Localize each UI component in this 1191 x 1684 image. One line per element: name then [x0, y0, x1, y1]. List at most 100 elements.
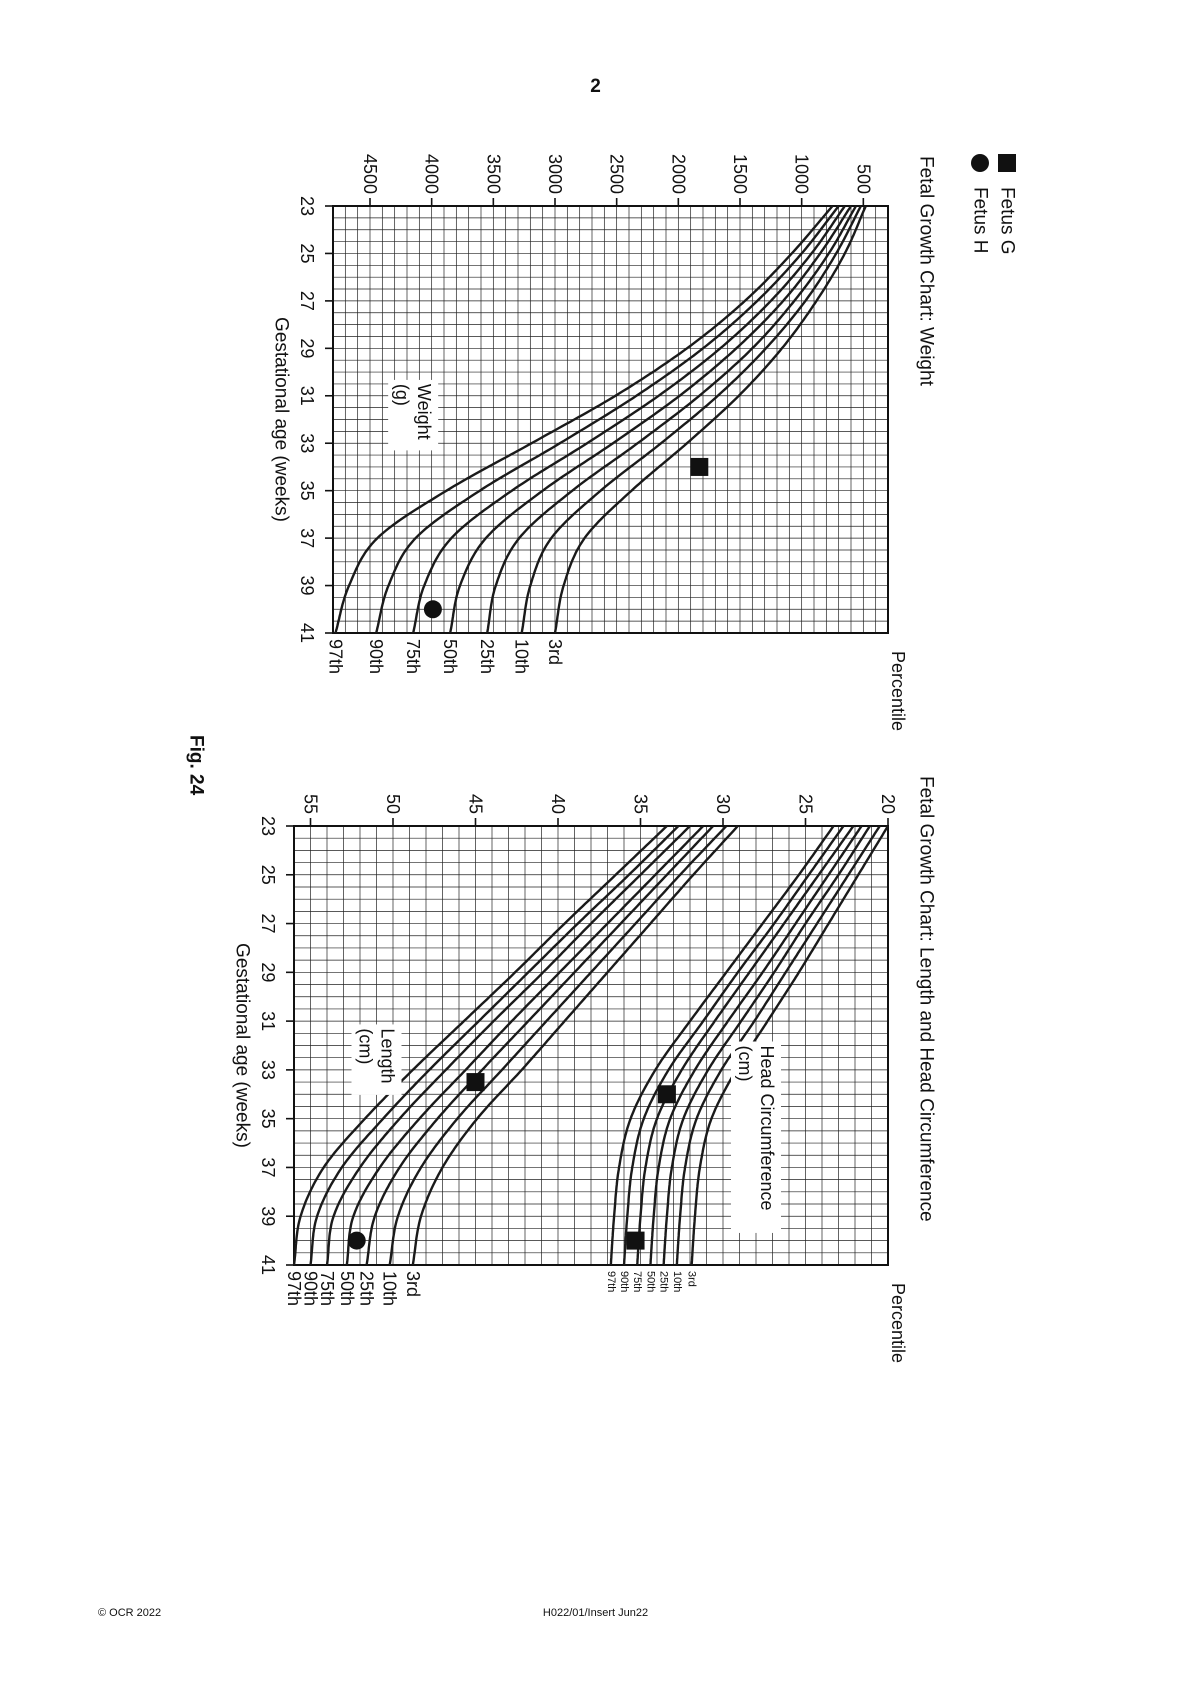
- y-tick-label-55: 55: [301, 794, 321, 814]
- weight-percentile-label-90th: 90th: [366, 639, 386, 674]
- length-curve-25th: [365, 825, 714, 1266]
- x-tick-label-39: 39: [258, 1206, 278, 1226]
- y-tick-label-3000: 3000: [545, 154, 565, 194]
- weight-axis-label-box: [388, 379, 439, 451]
- x-tick-label-33: 33: [297, 433, 317, 453]
- legend-label-fetus-h: Fetus H: [970, 187, 991, 254]
- length-label-line-1: Length: [378, 1028, 398, 1083]
- head-circumference-curve-25th: [662, 825, 871, 1266]
- y-tick-label-4000: 4000: [422, 154, 442, 194]
- weight-curve-75th: [412, 205, 846, 634]
- y-tick-label-40: 40: [548, 794, 568, 814]
- y-tick-label-35: 35: [631, 794, 651, 814]
- y-tick-label-500: 500: [853, 164, 873, 194]
- y-tick-label-25: 25: [796, 794, 816, 814]
- head-circumference-label-line-2: (cm): [735, 1046, 755, 1082]
- legend: Fetus G Fetus H: [970, 154, 1018, 255]
- percentile-header: Percentile: [888, 651, 908, 731]
- y-tick-label-1500: 1500: [730, 154, 750, 194]
- footer-copyright: © OCR 2022: [98, 1607, 162, 1619]
- head-circumference-percentile-label-10th: 10th: [671, 1271, 683, 1292]
- length-percentile-label-25th: 25th: [357, 1271, 377, 1306]
- legend-circle-icon: [971, 154, 989, 172]
- y-tick-label-2000: 2000: [668, 154, 688, 194]
- weight-percentile-label-75th: 75th: [403, 639, 423, 674]
- head-circumference-percentile-label-97th: 97th: [605, 1271, 617, 1292]
- percentile-header: Percentile: [888, 1283, 908, 1363]
- weight-curve-90th: [375, 205, 840, 634]
- y-tick-label-30: 30: [713, 794, 733, 814]
- x-tick-label-35: 35: [297, 481, 317, 501]
- length-percentile-label-3rd: 3rd: [403, 1271, 423, 1297]
- x-tick-label-29: 29: [297, 338, 317, 358]
- weight-chart: 23 25 27 29 31 33 35 37 39 41 500 1000 1500 2000 2500 3…: [271, 154, 937, 731]
- legend-label-fetus-g: Fetus G: [997, 187, 1018, 255]
- x-tick-label-27: 27: [297, 291, 317, 311]
- y-tick-label-50: 50: [383, 794, 403, 814]
- head-circumference-percentile-label-75th: 75th: [631, 1271, 643, 1292]
- length-percentile-label-10th: 10th: [380, 1271, 400, 1306]
- length-head-fetus-h-head-circumference-marker: [626, 1231, 645, 1250]
- length-percentile-label-97th: 97th: [284, 1271, 304, 1306]
- x-tick-label-25: 25: [258, 865, 278, 885]
- weight-axis-label-line-2: (g): [392, 384, 412, 406]
- y-tick-label-2500: 2500: [607, 154, 627, 194]
- figure-label: Fig. 24: [186, 735, 207, 796]
- length-percentile-label-50th: 50th: [337, 1271, 357, 1306]
- x-tick-label-23: 23: [297, 196, 317, 216]
- head-circumference-percentile-label-3rd: 3rd: [686, 1271, 698, 1287]
- length-percentile-label-75th: 75th: [317, 1271, 337, 1306]
- weight-percentile-label-3rd: 3rd: [545, 639, 565, 665]
- x-tick-label-37: 37: [258, 1157, 278, 1177]
- y-tick-label-4500: 4500: [360, 154, 380, 194]
- x-tick-label-23: 23: [258, 816, 278, 836]
- weight-curve-50th: [449, 205, 853, 634]
- x-tick-label-31: 31: [258, 1011, 278, 1031]
- head-circumference-percentile-label-25th: 25th: [658, 1271, 670, 1292]
- footer-reference: H022/01/Insert Jun22: [542, 1607, 649, 1619]
- x-axis-label: Gestational age (weeks): [232, 943, 253, 1148]
- length-curve-10th: [388, 825, 728, 1266]
- weight-curve-97th: [334, 205, 834, 634]
- x-tick-label-37: 37: [297, 528, 317, 548]
- x-tick-label-27: 27: [258, 914, 278, 934]
- x-tick-label-33: 33: [258, 1060, 278, 1080]
- x-tick-label-39: 39: [297, 576, 317, 596]
- weight-curve-3rd: [553, 205, 867, 634]
- chart-title: Fetal Growth Chart: Length and Head Circ…: [916, 776, 937, 1222]
- x-tick-label-35: 35: [258, 1109, 278, 1129]
- plot-frame: [332, 205, 889, 634]
- length-head-fetus-g-length-marker: [466, 1073, 485, 1092]
- weight-curve-25th: [486, 205, 857, 634]
- length-curve-90th: [309, 825, 680, 1266]
- plot-frame: [293, 825, 889, 1266]
- head-circumference-percentile-label-50th: 50th: [644, 1271, 656, 1292]
- weight-percentile-label-97th: 97th: [325, 639, 345, 674]
- head-circumference-curve-90th: [622, 825, 845, 1266]
- legend-square-icon: [998, 154, 1016, 172]
- head-circumference-curve-50th: [649, 825, 863, 1266]
- y-tick-label-1000: 1000: [792, 154, 812, 194]
- head-circumference-label-box: [731, 1041, 781, 1233]
- x-tick-label-41: 41: [297, 623, 317, 643]
- length-head-chart: 23 25 27 29 31 33 35 37 39 41 20 25 30 35 40 45 50 55 Gest…: [232, 776, 937, 1363]
- length-label-line-2: (cm): [356, 1028, 376, 1064]
- length-head-fetus-h-length-marker: [347, 1231, 366, 1250]
- page-number: 2: [590, 76, 601, 97]
- weight-fetus-g-marker: [690, 457, 709, 476]
- length-curves: [292, 825, 739, 1266]
- weight-percentile-label-25th: 25th: [477, 639, 497, 674]
- head-circumference-curves: [609, 825, 890, 1266]
- head-circumference-percentile-label-90th: 90th: [618, 1271, 630, 1292]
- x-tick-label-41: 41: [258, 1255, 278, 1275]
- x-tick-label-29: 29: [258, 962, 278, 982]
- weight-axis-label-line-1: Weight: [414, 384, 434, 440]
- head-circumference-curve-97th: [609, 825, 835, 1266]
- length-curve-3rd: [411, 825, 739, 1266]
- chart-title: Fetal Growth Chart: Weight: [916, 156, 937, 387]
- length-curve-97th: [292, 825, 668, 1266]
- length-curve-75th: [325, 825, 691, 1266]
- weight-percentile-label-50th: 50th: [440, 639, 460, 674]
- weight-curves: [334, 205, 867, 634]
